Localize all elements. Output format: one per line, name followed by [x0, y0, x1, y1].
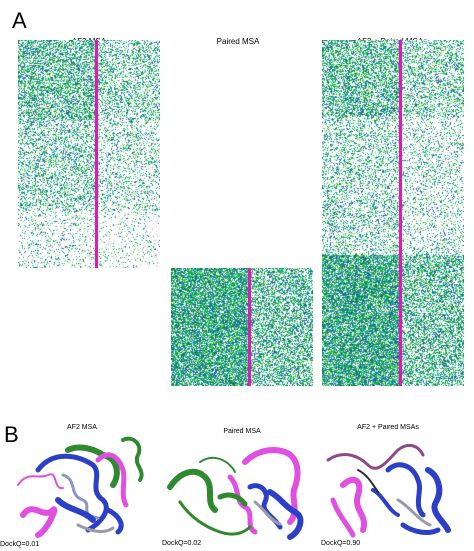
msa-af2-block: [18, 40, 160, 268]
structure-title-combined: AF2 + Paired MSAs: [357, 424, 419, 431]
msa-combined-block: [322, 40, 464, 386]
msa-title-paired: Paired MSA: [216, 37, 260, 46]
msa-paired-block: [171, 268, 313, 386]
structure-combined-render: [326, 443, 451, 538]
structure-af2-render: [17, 436, 144, 538]
structure-paired-render: [167, 447, 304, 540]
structure-title-paired: Paired MSA: [223, 428, 261, 435]
panel-a-label: A: [12, 8, 27, 33]
msa-af2-divider: [95, 40, 98, 268]
dockq-combined: DockQ=0.90: [321, 540, 361, 547]
msa-paired-divider: [248, 268, 251, 386]
dockq-af2: DockQ=0.01: [0, 541, 40, 548]
dockq-paired: DockQ=0.02: [162, 540, 202, 547]
structure-title-af2: AF2 MSA: [67, 424, 97, 431]
msa-combined-divider: [399, 40, 402, 386]
panel-b-label: B: [4, 422, 19, 447]
